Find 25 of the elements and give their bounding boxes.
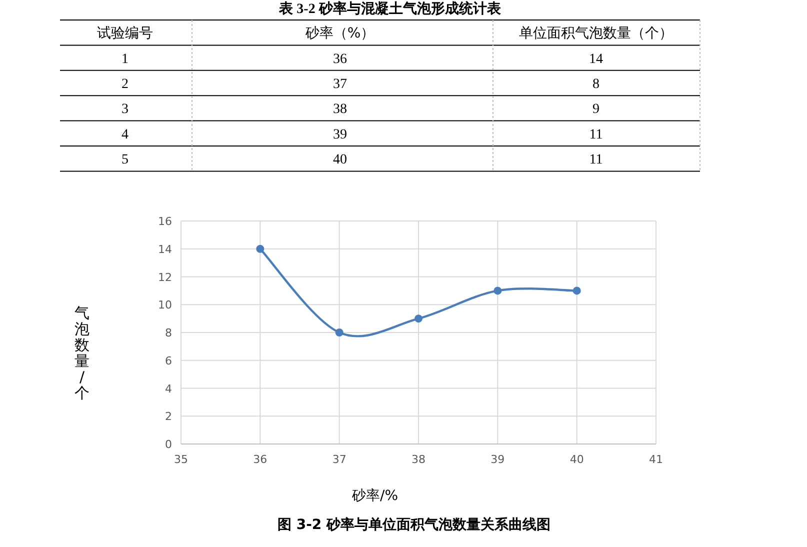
- y-tick-label: 10: [158, 298, 172, 312]
- point: [572, 286, 581, 295]
- x-tick-label: 40: [570, 453, 584, 466]
- x-tick-label: 41: [649, 453, 663, 466]
- y-tick-label: 14: [158, 242, 172, 256]
- point: [494, 286, 502, 295]
- text: 图 3-2 砂率与单位面积气泡数量关系曲线图: [277, 516, 551, 533]
- point: [335, 328, 344, 336]
- point: [256, 244, 264, 253]
- x-tick-label: 37: [332, 453, 346, 466]
- x-axis-title: 砂率/%: [350, 488, 398, 504]
- y-tick-label: 2: [165, 410, 172, 424]
- x-tick-label: 35: [174, 453, 188, 466]
- y-tick-label: 8: [165, 326, 172, 340]
- y-tick-label: 4: [165, 382, 172, 396]
- y-tick-label: 12: [158, 270, 172, 284]
- x-tick-label: 36: [253, 453, 268, 466]
- y-axis-title: 气泡数量/个: [74, 304, 90, 402]
- y-tick-label: 16: [158, 215, 172, 228]
- x-tick-label: 39: [490, 453, 505, 466]
- y-tick-label: 6: [165, 354, 172, 368]
- point: [414, 314, 422, 323]
- y-tick-label: 0: [165, 438, 172, 451]
- table: 表 3-2 砂率与混凝土气泡形成统计表 试验编号 砂率（%） 单位面积气泡数量（个） 1 36 14 2 37 8 3 38 9 4 39 11 5 40 11: [60, 2, 700, 172]
- x-tick-label: 38: [412, 453, 426, 466]
